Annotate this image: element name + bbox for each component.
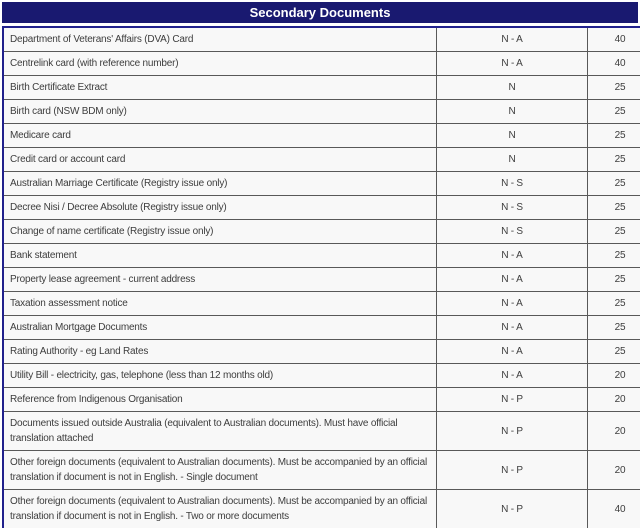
table-row: Other foreign documents (equivalent to A… — [2, 450, 640, 490]
document-points-cell: 25 — [587, 75, 640, 100]
table-row: Change of name certificate (Registry iss… — [2, 219, 640, 244]
table-row: Rating Authority - eg Land Rates N - A 2… — [2, 339, 640, 364]
document-points-cell: 25 — [587, 315, 640, 340]
document-name-cell: Decree Nisi / Decree Absolute (Registry … — [2, 195, 437, 220]
table-row: Property lease agreement - current addre… — [2, 267, 640, 292]
document-points-cell: 25 — [587, 123, 640, 148]
table-row: Other foreign documents (equivalent to A… — [2, 489, 640, 528]
document-name-cell: Centrelink card (with reference number) — [2, 51, 437, 76]
document-points-cell: 25 — [587, 243, 640, 268]
documents-points-table: Department of Veterans' Affairs (DVA) Ca… — [2, 26, 640, 528]
document-name-cell: Australian Mortgage Documents — [2, 315, 437, 340]
document-name-cell: Property lease agreement - current addre… — [2, 267, 437, 292]
document-code-cell: N - A — [436, 315, 588, 340]
document-points-cell: 25 — [587, 171, 640, 196]
document-code-cell: N — [436, 99, 588, 124]
document-code-cell: N — [436, 75, 588, 100]
document-points-cell: 20 — [587, 363, 640, 388]
document-points-cell: 25 — [587, 267, 640, 292]
document-code-cell: N - P — [436, 450, 588, 490]
document-name-cell: Other foreign documents (equivalent to A… — [2, 450, 437, 490]
document-points-cell: 25 — [587, 291, 640, 316]
document-name-cell: Change of name certificate (Registry iss… — [2, 219, 437, 244]
document-name-cell: Documents issued outside Australia (equi… — [2, 411, 437, 451]
document-name-cell: Other foreign documents (equivalent to A… — [2, 489, 437, 528]
table-row: Australian Mortgage Documents N - A 25 — [2, 315, 640, 340]
document-name-cell: Reference from Indigenous Organisation — [2, 387, 437, 412]
table-row: Centrelink card (with reference number) … — [2, 51, 640, 76]
document-points-cell: 25 — [587, 339, 640, 364]
table-row: Documents issued outside Australia (equi… — [2, 411, 640, 451]
document-code-cell: N - S — [436, 171, 588, 196]
document-code-cell: N - A — [436, 363, 588, 388]
document-points-cell: 25 — [587, 99, 640, 124]
document-code-cell: N - P — [436, 489, 588, 528]
table-row: Medicare card N 25 — [2, 123, 640, 148]
document-name-cell: Birth card (NSW BDM only) — [2, 99, 437, 124]
document-name-cell: Taxation assessment notice — [2, 291, 437, 316]
document-code-cell: N - P — [436, 411, 588, 451]
table-row: Reference from Indigenous Organisation N… — [2, 387, 640, 412]
document-points-cell: 40 — [587, 51, 640, 76]
document-name-cell: Australian Marriage Certificate (Registr… — [2, 171, 437, 196]
document-points-cell: 25 — [587, 219, 640, 244]
document-points-cell: 20 — [587, 411, 640, 451]
document-code-cell: N - A — [436, 51, 588, 76]
table-row: Australian Marriage Certificate (Registr… — [2, 171, 640, 196]
table-row: Birth card (NSW BDM only) N 25 — [2, 99, 640, 124]
document-name-cell: Bank statement — [2, 243, 437, 268]
document-code-cell: N - A — [436, 243, 588, 268]
document-name-cell: Birth Certificate Extract — [2, 75, 437, 100]
document-code-cell: N - A — [436, 267, 588, 292]
table-row: Taxation assessment notice N - A 25 — [2, 291, 640, 316]
table-row: Birth Certificate Extract N 25 — [2, 75, 640, 100]
document-code-cell: N - S — [436, 195, 588, 220]
document-code-cell: N - P — [436, 387, 588, 412]
document-code-cell: N - A — [436, 291, 588, 316]
table-body: Department of Veterans' Affairs (DVA) Ca… — [2, 26, 640, 528]
document-name-cell: Utility Bill - electricity, gas, telepho… — [2, 363, 437, 388]
document-code-cell: N — [436, 123, 588, 148]
document-points-cell: 40 — [587, 26, 640, 52]
document-name-cell: Department of Veterans' Affairs (DVA) Ca… — [2, 26, 437, 52]
document-name-cell: Credit card or account card — [2, 147, 437, 172]
table-title-bar: Secondary Documents — [2, 2, 638, 23]
table-row: Decree Nisi / Decree Absolute (Registry … — [2, 195, 640, 220]
document-points-cell: 20 — [587, 450, 640, 490]
document-name-cell: Medicare card — [2, 123, 437, 148]
table-row: Department of Veterans' Affairs (DVA) Ca… — [2, 26, 640, 52]
table-row: Utility Bill - electricity, gas, telepho… — [2, 363, 640, 388]
table-row: Credit card or account card N 25 — [2, 147, 640, 172]
document-points-cell: 40 — [587, 489, 640, 528]
table-title: Secondary Documents — [249, 5, 391, 20]
document-points-cell: 20 — [587, 387, 640, 412]
document-code-cell: N - A — [436, 26, 588, 52]
document-code-cell: N — [436, 147, 588, 172]
document-name-cell: Rating Authority - eg Land Rates — [2, 339, 437, 364]
table-row: Bank statement N - A 25 — [2, 243, 640, 268]
document-code-cell: N - A — [436, 339, 588, 364]
document-points-cell: 25 — [587, 195, 640, 220]
document-points-cell: 25 — [587, 147, 640, 172]
document-code-cell: N - S — [436, 219, 588, 244]
